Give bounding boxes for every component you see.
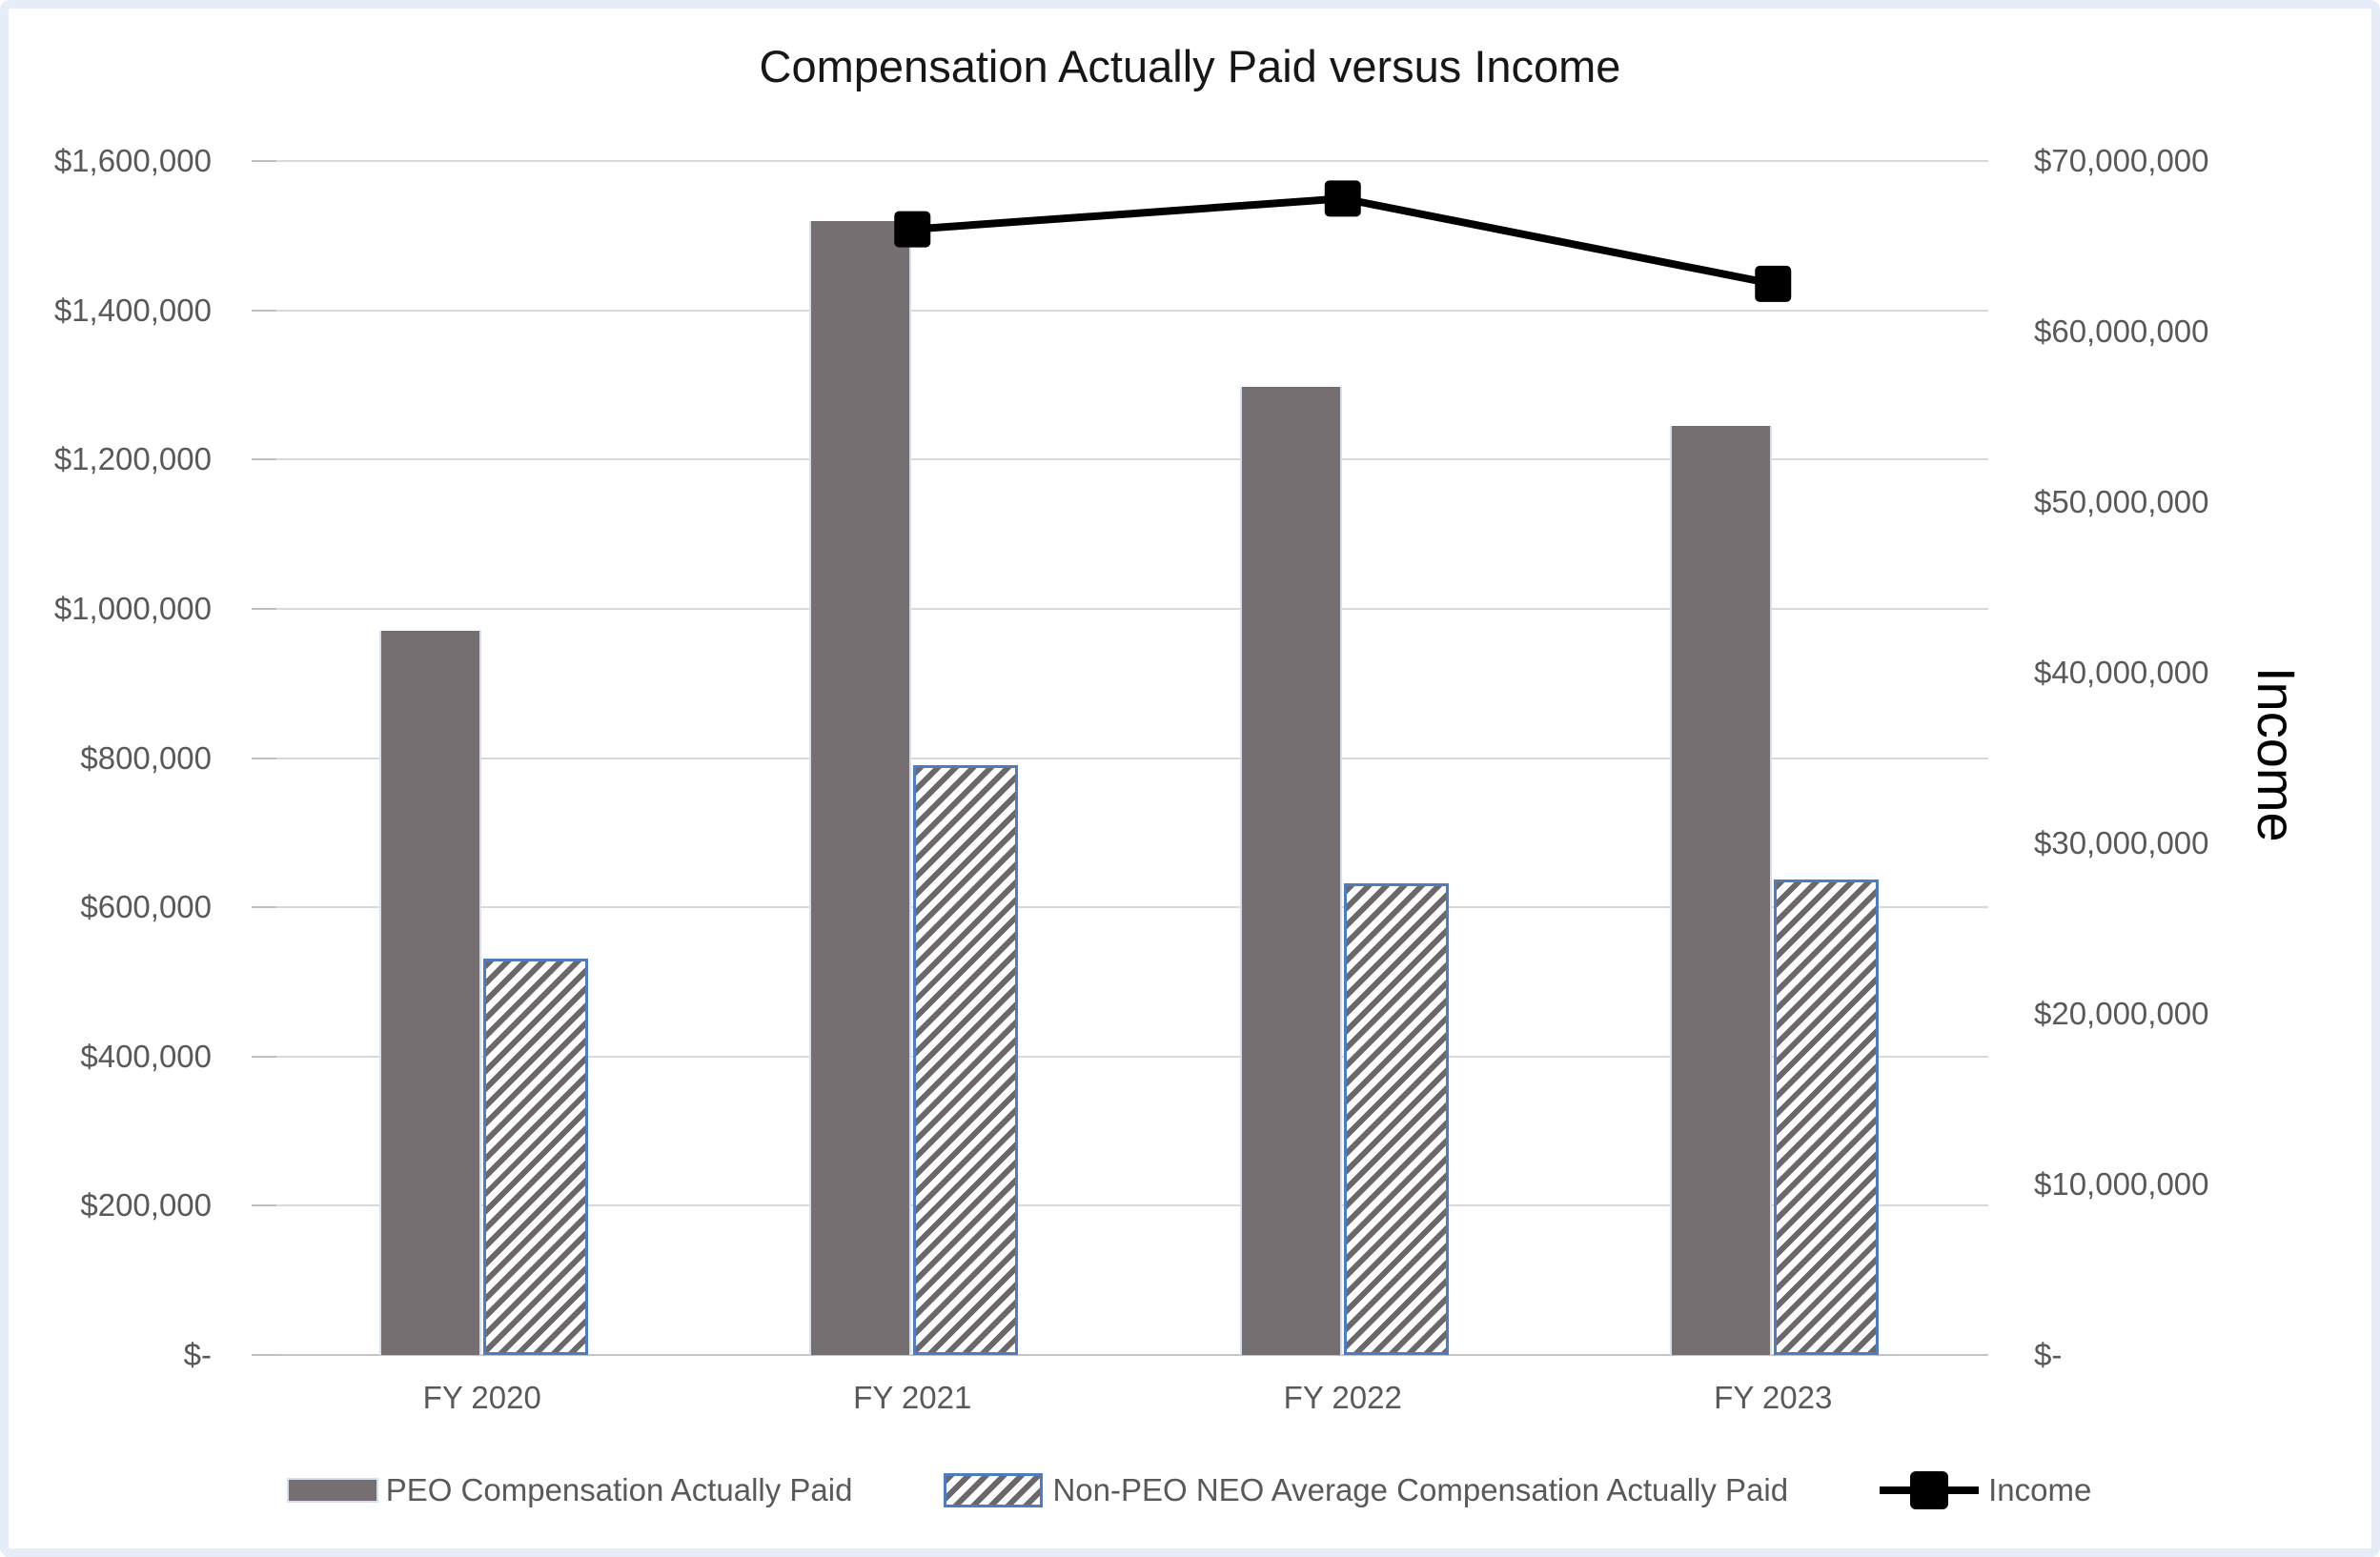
right-axis-title: Income — [2247, 667, 2307, 842]
left-axis-tick-label: $800,000 — [80, 739, 212, 776]
chart-title: Compensation Actually Paid versus Income — [759, 41, 1621, 91]
peo-bar — [1670, 426, 1773, 1355]
left-axis-tick-label: $1,600,000 — [53, 143, 212, 178]
left-axis-tick — [252, 458, 276, 461]
left-axis-tick — [252, 160, 276, 162]
legend-label-income: Income — [1988, 1472, 2092, 1507]
gridline — [259, 458, 1988, 461]
peo-bar — [809, 220, 912, 1355]
non-peo-bar — [1774, 880, 1880, 1355]
left-axis-tick — [252, 906, 276, 909]
peo-bar — [1239, 387, 1342, 1355]
non-peo-bar — [1343, 883, 1449, 1355]
right-axis-tick-label: $10,000,000 — [2034, 1166, 2209, 1202]
x-axis-category-label: FY 2020 — [422, 1380, 541, 1415]
right-axis-tick-label: $40,000,000 — [2034, 655, 2209, 690]
right-axis-tick-label: $20,000,000 — [2034, 996, 2209, 1031]
x-axis-category-label: FY 2022 — [1283, 1380, 1402, 1415]
left-axis-tick-label: $1,400,000 — [53, 292, 212, 328]
income-line-icon-square — [1910, 1471, 1949, 1509]
peo-series-swatch-icon — [288, 1480, 376, 1501]
gridline — [259, 1354, 1988, 1356]
income-marker — [1755, 265, 1792, 302]
gridline — [259, 1204, 1988, 1207]
gridline — [259, 607, 1988, 610]
right-axis-tick-label: $70,000,000 — [2034, 143, 2209, 178]
left-axis-tick-label: $600,000 — [80, 889, 212, 925]
left-axis-tick-label: $- — [183, 1337, 212, 1372]
non-peo-bar — [913, 765, 1019, 1355]
right-axis-tick-label: $- — [2034, 1337, 2063, 1372]
peo-bar — [378, 631, 481, 1355]
legend-item-peo: PEO Compensation Actually Paid — [288, 1472, 853, 1508]
x-axis-category-label: FY 2023 — [1714, 1380, 1833, 1415]
income-line-marker-icon — [1880, 1469, 1980, 1511]
legend-label-non-peo: Non-PEO NEO Average Compensation Actuall… — [1052, 1472, 1789, 1507]
non-peo-series-swatch-icon — [944, 1473, 1044, 1507]
right-axis-tick-label: $30,000,000 — [2034, 825, 2209, 860]
left-axis-tick — [252, 309, 276, 312]
left-axis-tick-label: $400,000 — [80, 1038, 212, 1074]
income-line — [911, 194, 1775, 288]
gridline — [259, 160, 1988, 162]
left-axis-tick — [252, 1055, 276, 1058]
gridline — [259, 757, 1988, 759]
right-axis-tick-label: $60,000,000 — [2034, 313, 2209, 349]
gridline — [259, 906, 1988, 909]
gridline — [259, 1055, 1988, 1058]
income-marker — [1324, 180, 1361, 217]
legend: PEO Compensation Actually Paid Non-PEO N… — [0, 1460, 2380, 1521]
left-axis-tick — [252, 1204, 276, 1207]
left-axis-tick — [252, 1354, 276, 1356]
legend-item-income: Income — [1880, 1469, 2091, 1511]
left-axis-tick-label: $1,000,000 — [53, 590, 212, 626]
gridline — [259, 309, 1988, 312]
left-axis-tick — [252, 757, 276, 759]
left-axis-tick-label: $1,200,000 — [53, 441, 212, 477]
legend-item-non-peo: Non-PEO NEO Average Compensation Actuall… — [944, 1472, 1788, 1508]
x-axis-category-label: FY 2021 — [853, 1380, 972, 1415]
right-axis-tick-label: $50,000,000 — [2034, 484, 2209, 519]
non-peo-bar — [482, 959, 588, 1355]
left-axis-tick-label: $200,000 — [80, 1187, 212, 1223]
left-axis-tick — [252, 607, 276, 610]
legend-label-peo: PEO Compensation Actually Paid — [385, 1472, 853, 1507]
